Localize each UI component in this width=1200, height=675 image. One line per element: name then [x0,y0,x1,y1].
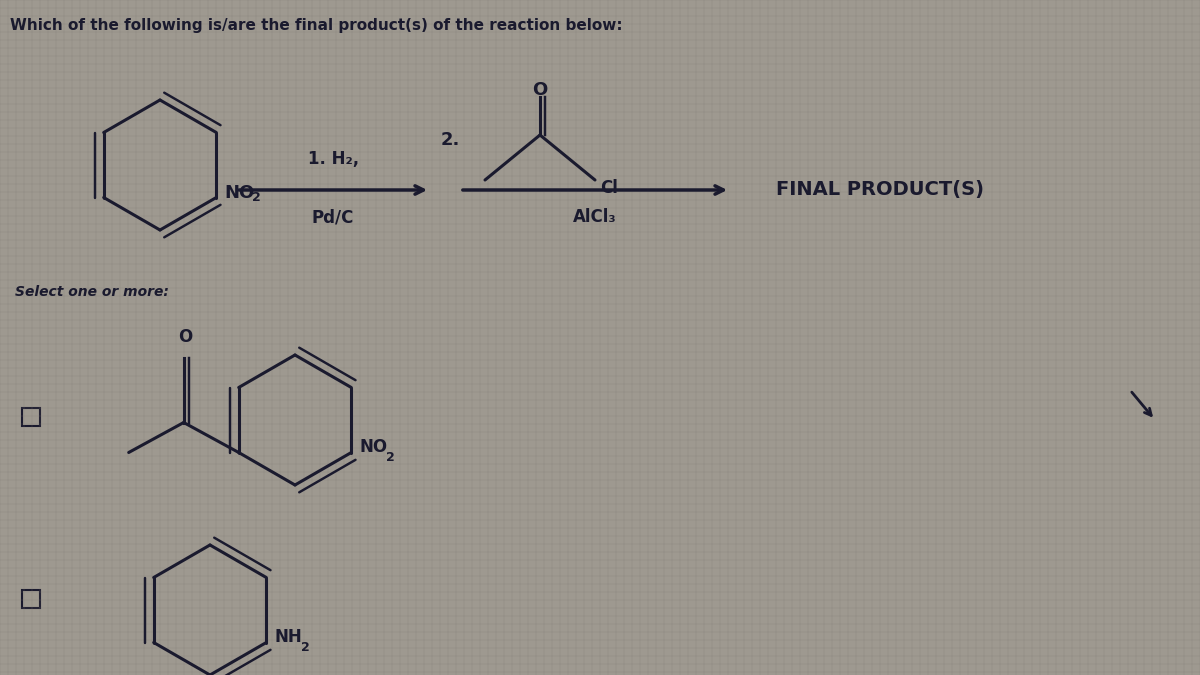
Text: O: O [533,81,547,99]
Text: NO: NO [224,184,254,202]
Text: Pd/C: Pd/C [312,208,354,226]
Text: NH: NH [275,628,302,647]
Text: FINAL PRODUCT(S): FINAL PRODUCT(S) [776,180,984,200]
Text: NO: NO [359,439,388,456]
Text: AlCl₃: AlCl₃ [574,208,617,226]
Text: 1. H₂,: 1. H₂, [307,150,359,168]
Bar [22,590,40,608]
Text: Which of the following is/are the final product(s) of the reaction below:: Which of the following is/are the final … [10,18,623,33]
Text: Cl: Cl [600,179,618,197]
Text: O: O [179,327,193,346]
Text: 2: 2 [301,641,310,654]
Text: 2: 2 [252,191,262,204]
Text: 2: 2 [386,451,395,464]
Text: 2.: 2. [440,131,460,149]
Text: Select one or more:: Select one or more: [14,285,169,299]
Bar [22,408,40,426]
